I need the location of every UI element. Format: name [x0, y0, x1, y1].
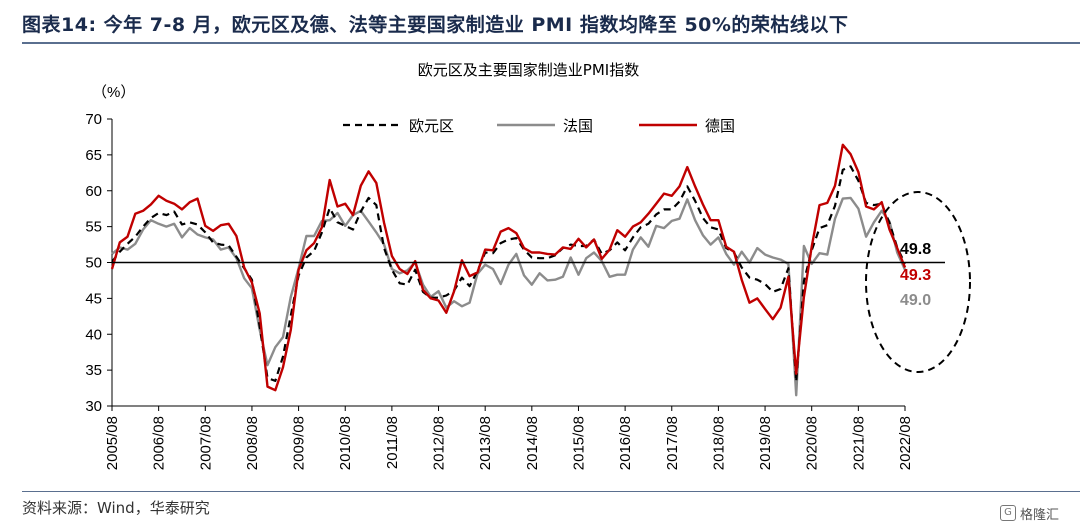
x-tick-label: 2013/08 [477, 416, 494, 470]
legend-label-germany: 德国 [705, 117, 735, 135]
y-tick-label: 55 [85, 219, 102, 236]
logo-icon: G [1000, 505, 1016, 521]
header-rule [22, 42, 1080, 44]
x-tick-label: 2009/08 [291, 416, 308, 470]
series-line-eurozone [111, 165, 906, 383]
x-tick-label: 2008/08 [244, 416, 261, 470]
x-tick-label: 2019/08 [757, 416, 774, 470]
x-tick-label: 2010/08 [337, 416, 354, 470]
y-tick-label: 70 [85, 111, 102, 128]
logo-text: 格隆汇 [1020, 507, 1060, 523]
pmi-line-chart: 欧元区及主要国家制造业PMI指数 （%） 30 35 40 45 50 55 60 65 70 200… [85, 61, 971, 470]
source-note: 资料来源：Wind，华泰研究 [22, 499, 210, 517]
x-tick-label: 2021/08 [850, 416, 867, 470]
x-tick-label: 2007/08 [197, 416, 214, 470]
series-line-france [111, 196, 907, 397]
x-tick-label: 2016/08 [617, 416, 634, 470]
series-line-germany [110, 143, 907, 392]
legend-label-eurozone: 欧元区 [409, 117, 454, 135]
end-value-label-germany: 49.3 [900, 267, 931, 284]
end-value-label-france: 49.0 [900, 292, 931, 309]
figure-title: 图表14: 今年 7-8 月，欧元区及德、法等主要国家制造业 PMI 指数均降至… [22, 14, 849, 36]
y-tick-label: 40 [85, 326, 102, 343]
x-tick-label: 2022/08 [897, 416, 914, 470]
y-tick-label: 30 [85, 398, 102, 415]
y-tick-label: 45 [85, 290, 102, 307]
figure-header: 图表14: 今年 7-8 月，欧元区及德、法等主要国家制造业 PMI 指数均降至… [0, 0, 1080, 44]
y-tick-label: 35 [85, 362, 102, 379]
x-tick-label: 2012/08 [431, 416, 448, 470]
y-axis-unit-label: （%） [92, 84, 135, 101]
x-tick-label: 2011/08 [384, 416, 401, 469]
y-tick-label: 50 [85, 255, 102, 272]
x-tick-label: 2005/08 [104, 416, 121, 470]
chart-title: 欧元区及主要国家制造业PMI指数 [418, 61, 639, 79]
legend-label-france: 法国 [563, 117, 593, 135]
x-tick-label: 2014/08 [524, 416, 541, 470]
x-tick-label: 2020/08 [804, 416, 821, 470]
end-value-label-eurozone: 49.8 [900, 241, 931, 258]
x-tick-label: 2018/08 [710, 416, 727, 470]
y-tick-label: 65 [85, 147, 102, 164]
watermark-logo: G 格隆汇 [1000, 502, 1078, 524]
x-tick-label: 2006/08 [151, 416, 168, 470]
footer-rule [22, 491, 1080, 492]
y-tick-label: 60 [85, 183, 102, 200]
highlight-ellipse [865, 191, 971, 373]
x-tick-label: 2015/08 [570, 416, 587, 470]
x-tick-label: 2017/08 [664, 416, 681, 470]
